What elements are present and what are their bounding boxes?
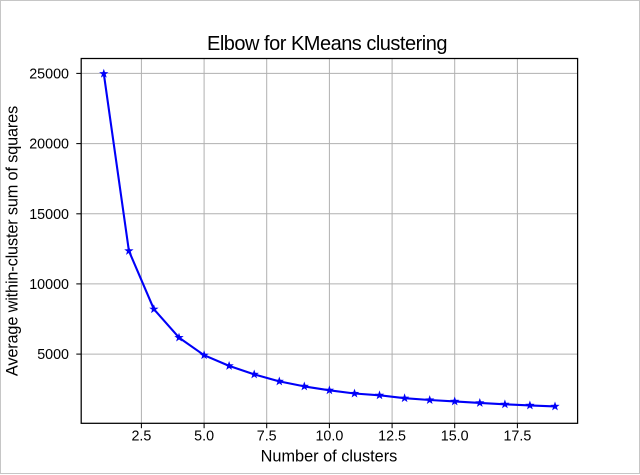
- svg-text:10.0: 10.0: [315, 428, 343, 444]
- svg-text:15.0: 15.0: [441, 428, 469, 444]
- svg-text:15000: 15000: [29, 207, 69, 223]
- svg-text:7.5: 7.5: [257, 428, 277, 444]
- svg-text:10000: 10000: [29, 277, 69, 293]
- svg-text:5.0: 5.0: [194, 428, 214, 444]
- svg-text:Average within-cluster sum of: Average within-cluster sum of squares: [4, 106, 22, 376]
- svg-text:17.5: 17.5: [503, 428, 531, 444]
- svg-text:20000: 20000: [29, 137, 69, 153]
- svg-text:Number of clusters: Number of clusters: [261, 448, 398, 466]
- svg-text:12.5: 12.5: [378, 428, 406, 444]
- svg-text:2.5: 2.5: [131, 428, 151, 444]
- svg-text:5000: 5000: [37, 347, 69, 363]
- svg-text:Elbow for KMeans clustering: Elbow for KMeans clustering: [207, 33, 447, 55]
- svg-text:25000: 25000: [29, 66, 69, 82]
